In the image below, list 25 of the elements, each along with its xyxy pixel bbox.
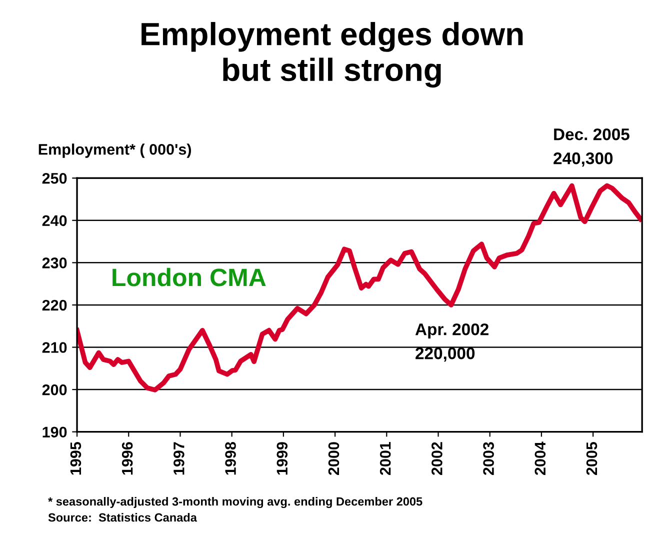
y-tick-label: 200 [42, 384, 67, 396]
y-tick-label: 210 [42, 342, 67, 353]
x-tick-label: 1997 [174, 442, 184, 475]
x-tick-label: 1995 [70, 442, 82, 475]
x-tick-label: 1999 [276, 442, 288, 475]
y-tick-label: 230 [42, 258, 67, 268]
text: Dec. 2005 240,300 [554, 128, 630, 167]
x-tick-label: 2000 [328, 442, 340, 475]
y-tick-label: 240 [42, 215, 67, 226]
text: * seasonally-adjusted 3-month moving avg. ending December 2005 [48, 497, 422, 508]
y-axis-title: Employment* ( 000's) [38, 144, 191, 158]
x-tick-label: 2001 [380, 442, 391, 475]
x-tick-label: 2003 [483, 442, 494, 475]
x-tick-label: 2004 [534, 442, 546, 475]
y-tick-label: 220 [42, 300, 67, 311]
x-tick-label: 2002 [432, 442, 442, 475]
x-tick-label: 1998 [225, 442, 236, 475]
x-tick-label: 1996 [122, 442, 133, 475]
x-tick-label: 2005 [586, 442, 598, 475]
y-tick-label: 190 [42, 426, 67, 438]
chart-title: Employment edges down but still strong [142, 22, 523, 88]
y-tick-label: 250 [42, 172, 67, 184]
series-label: London CMA [112, 268, 266, 286]
annotation: Apr. 2002 220,000 [415, 323, 488, 362]
source-note: Source: Statistics Canada [48, 513, 198, 522]
